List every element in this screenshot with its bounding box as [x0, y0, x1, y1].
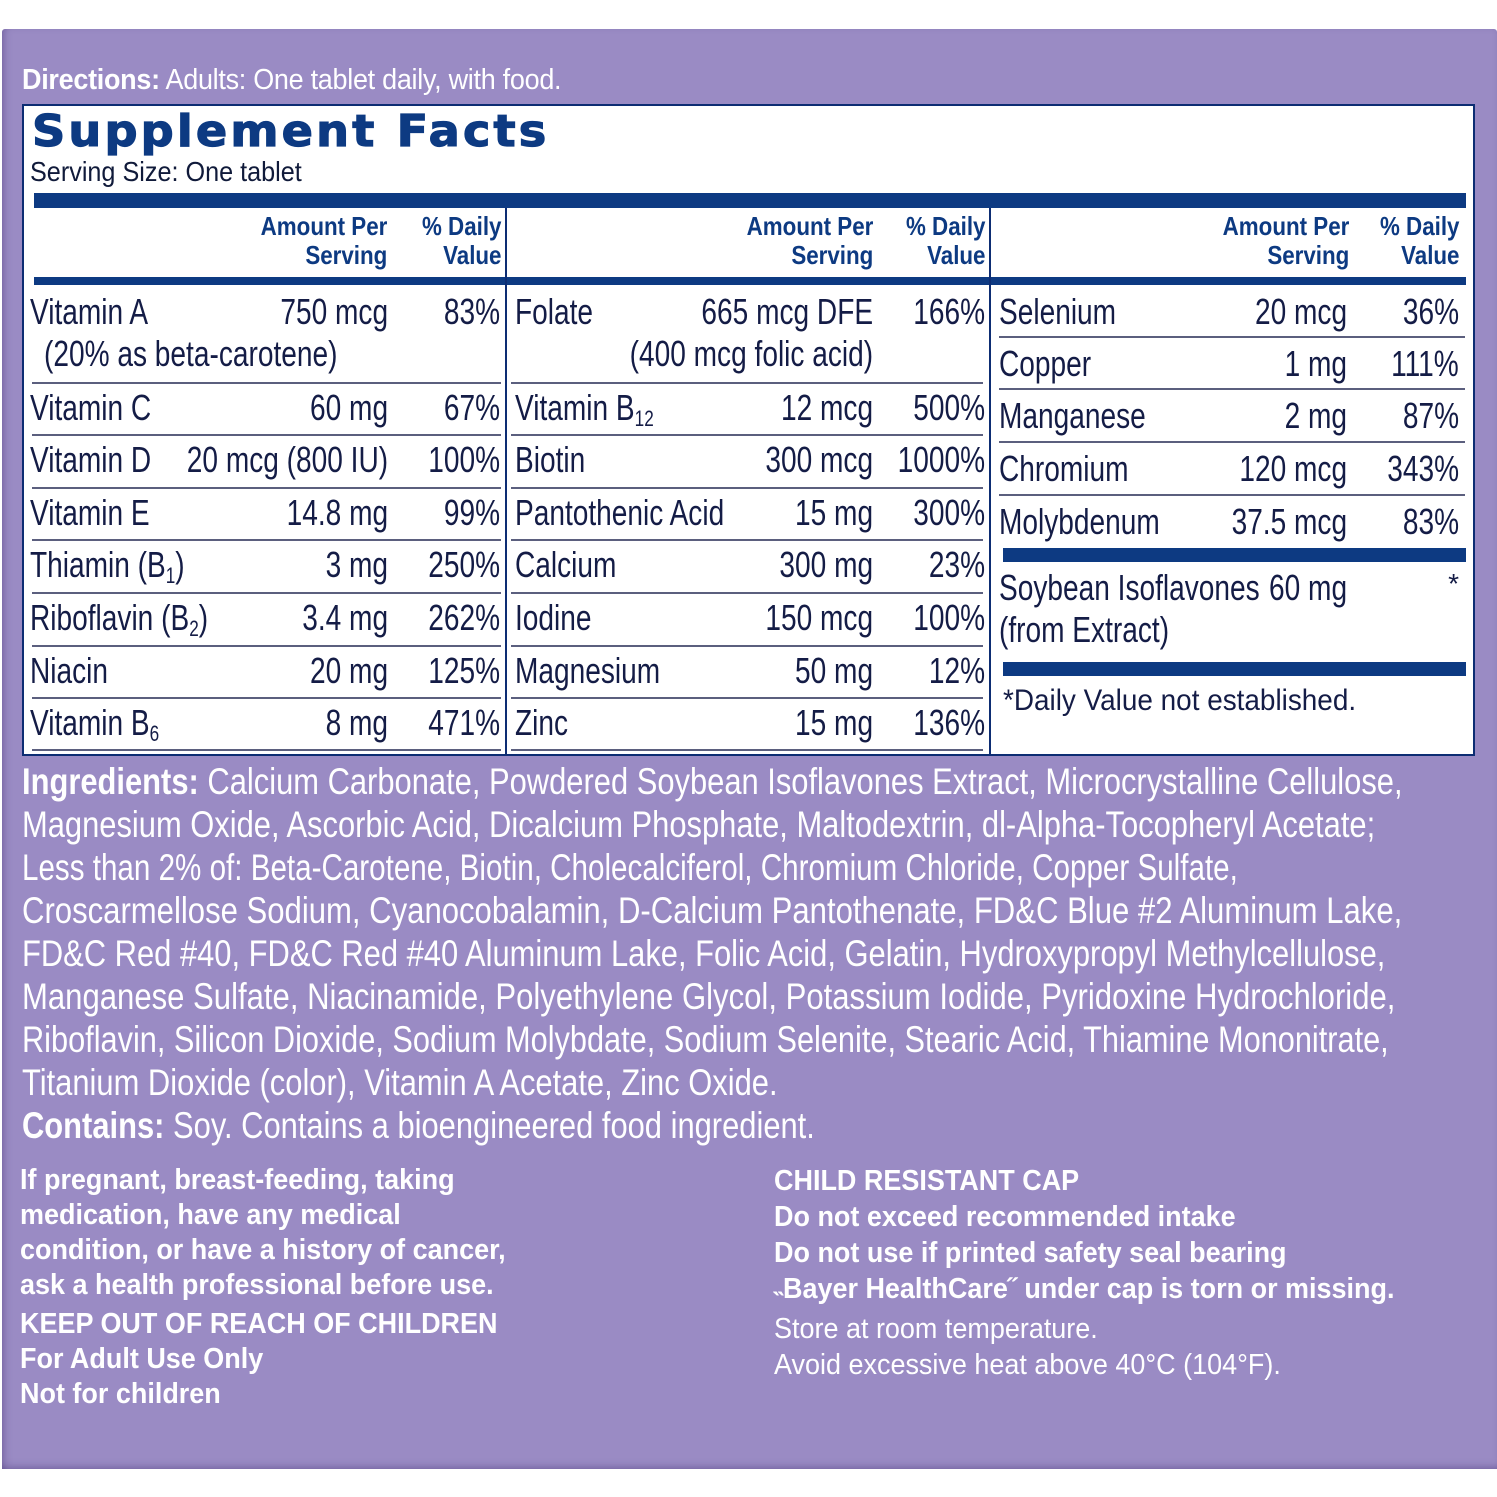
ingredients-label: Ingredients:	[22, 761, 199, 802]
amount-header: Amount Per Serving	[746, 211, 873, 270]
ingredients-line: Croscarmellose Sodium, Cyanocobalamin, D…	[22, 890, 1403, 931]
ingredients-line: Less than 2% of: Beta-Carotene, Biotin, …	[22, 847, 1238, 888]
row-divider	[511, 382, 983, 384]
nutrient-row: Vitamin B6 8 mg 471%	[30, 702, 500, 746]
ingredients-line: Riboflavin, Silicon Dioxide, Sodium Moly…	[22, 1019, 1389, 1060]
cap-and-storage-info: CHILD RESISTANT CAP Do not exceed recomm…	[774, 1163, 1394, 1383]
contains-label: Contains:	[22, 1105, 165, 1146]
nutrient-row: Vitamin E 14.8 mg 99%	[30, 492, 500, 533]
nutrient-row: Selenium 20 mcg 36%	[999, 291, 1459, 332]
ingredients-line: FD&C Red #40, FD&C Red #40 Aluminum Lake…	[22, 933, 1386, 974]
nutrient-row: Vitamin B12 12 mcg 500%	[515, 387, 985, 431]
special-ingredient-row: Soybean Isoflavones 60 mg * (from Extrac…	[999, 567, 1459, 650]
row-divider	[511, 539, 983, 541]
row-divider	[511, 487, 983, 489]
directions-text: Adults: One tablet daily, with food.	[159, 64, 562, 96]
nutrient-row: Pantothenic Acid 15 mg 300%	[515, 492, 985, 533]
adult-use-note: For Adult Use Only	[20, 1343, 264, 1375]
keep-out-warning: KEEP OUT OF REACH OF CHILDREN	[20, 1308, 498, 1340]
row-divider	[32, 434, 501, 436]
nutrient-row: Copper 1 mg 111%	[999, 343, 1459, 384]
row-divider	[32, 487, 501, 489]
soy-rule	[1003, 662, 1466, 676]
amount-header: Amount Per Serving	[260, 211, 387, 270]
nutrient-row: Riboflavin (B2) 3.4 mg 262%	[30, 597, 500, 641]
nutrient-row: Molybdenum 37.5 mcg 83%	[999, 501, 1459, 542]
amount-header: Amount Per Serving	[1222, 211, 1349, 270]
row-divider	[999, 494, 1465, 496]
row-divider	[511, 434, 983, 436]
serving-size: Serving Size: One tablet	[30, 156, 302, 187]
nutrient-row: Manganese 2 mg 87%	[999, 395, 1459, 436]
daily-value-header: % Daily Value	[1379, 211, 1459, 270]
nutrient-row: Vitamin C 60 mg 67%	[30, 387, 500, 428]
nutrient-row: Biotin 300 mcg 1000%	[515, 439, 985, 480]
supplement-facts-box: Supplement Facts Serving Size: One table…	[22, 104, 1475, 756]
row-divider	[32, 749, 501, 751]
ingredients-line: Titanium Dioxide (color), Vitamin A Acet…	[22, 1062, 778, 1103]
column-divider	[505, 208, 507, 754]
ingredients-block: Ingredients: Calcium Carbonate, Powdered…	[22, 760, 1474, 1147]
row-divider	[32, 645, 501, 647]
nutrient-row: Zinc 15 mg 136%	[515, 702, 985, 743]
top-thick-rule	[34, 193, 1466, 208]
nutrient-row: Iodine 150 mcg 100%	[515, 597, 985, 638]
nutrient-row: Niacin 20 mg 125%	[30, 650, 500, 691]
header-rule	[507, 277, 989, 285]
header-rule	[34, 277, 505, 285]
supplement-facts-title: Supplement Facts	[31, 105, 550, 157]
row-divider	[32, 697, 501, 699]
row-divider	[32, 592, 501, 594]
column-divider	[989, 208, 991, 754]
ingredients-line: Manganese Sulfate, Niacinamide, Polyethy…	[22, 976, 1396, 1017]
row-divider	[32, 539, 501, 541]
row-divider	[32, 382, 501, 384]
seal-warning-line1: Do not use if printed safety seal bearin…	[774, 1237, 1287, 1269]
nutrient-row: Calcium 300 mg 23%	[515, 544, 985, 585]
directions: Directions: Adults: One tablet daily, wi…	[22, 64, 562, 97]
storage-note: Store at room temperature.	[774, 1313, 1098, 1345]
intake-warning: Do not exceed recommended intake	[774, 1201, 1236, 1233]
seal-warning-line2: ˵Bayer HealthCare˝ under cap is torn or …	[774, 1273, 1395, 1305]
row-divider	[999, 441, 1465, 443]
not-for-children-note: Not for children	[20, 1378, 221, 1410]
contains-line: Contains: Soy. Contains a bioengineered …	[22, 1105, 815, 1146]
nutrient-row: Magnesium 50 mg 12%	[515, 650, 985, 691]
child-resistant-cap: CHILD RESISTANT CAP	[774, 1165, 1080, 1197]
ingredients-line: Ingredients: Calcium Carbonate, Powdered…	[22, 761, 1403, 802]
row-divider	[511, 749, 983, 751]
daily-value-header: % Daily Value	[905, 211, 985, 270]
row-divider	[999, 336, 1465, 338]
row-divider	[511, 592, 983, 594]
ingredients-line: Magnesium Oxide, Ascorbic Acid, Dicalciu…	[22, 804, 1376, 845]
nutrient-row: Thiamin (B1) 3 mg 250%	[30, 544, 500, 588]
directions-label: Directions:	[22, 64, 160, 96]
health-warning: If pregnant, breast-feeding, taking medi…	[20, 1164, 506, 1410]
row-divider	[999, 388, 1465, 390]
nutrient-row: Vitamin A 750 mcg 83% (20% as beta-carot…	[30, 291, 500, 374]
footnote: *Daily Value not established.	[1003, 684, 1357, 717]
nutrient-row: Folate 665 mcg DFE 166% (400 mcg folic a…	[515, 291, 985, 374]
daily-value-header: % Daily Value	[421, 211, 501, 270]
soy-rule	[1003, 548, 1466, 562]
header-rule	[991, 277, 1466, 285]
row-divider	[511, 645, 983, 647]
row-divider	[511, 697, 983, 699]
nutrient-row: Vitamin D 20 mcg (800 IU) 100%	[30, 439, 500, 480]
nutrient-row: Chromium 120 mcg 343%	[999, 448, 1459, 489]
heat-note: Avoid excessive heat above 40°C (104°F).	[774, 1349, 1281, 1381]
